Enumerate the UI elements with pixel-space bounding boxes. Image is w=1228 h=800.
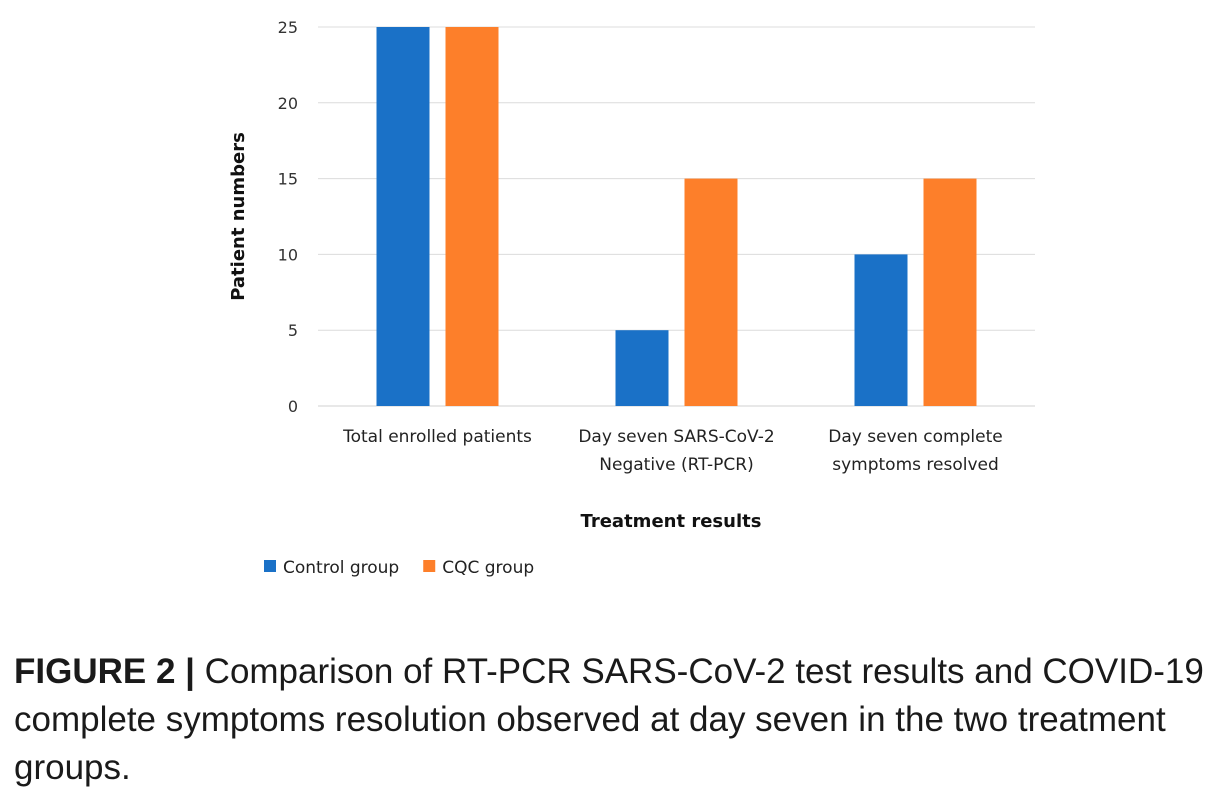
figure-caption: FIGURE 2 | Comparison of RT-PCR SARS-CoV… <box>14 648 1219 792</box>
x-axis-title: Treatment results <box>581 511 762 532</box>
bar-control-group <box>854 254 908 406</box>
y-axis-title: Patient numbers <box>228 132 249 301</box>
bars <box>376 27 977 406</box>
category-label: Day seven complete <box>828 427 1002 447</box>
legend-swatch <box>423 560 436 572</box>
caption-text: Comparison of RT-PCR SARS-CoV-2 test res… <box>14 652 1204 787</box>
y-tick-label: 0 <box>288 397 298 416</box>
y-tick-label: 5 <box>288 321 298 340</box>
y-tick-labels: 0 5 10 15 20 25 <box>278 18 298 416</box>
category-label: Negative (RT-PCR) <box>599 455 753 475</box>
y-tick-label: 20 <box>278 94 298 113</box>
category-label: Total enrolled patients <box>342 427 532 447</box>
y-tick-label: 10 <box>278 245 298 264</box>
bar-control-group <box>615 330 669 406</box>
category-label: symptoms resolved <box>832 455 999 475</box>
category-label: Day seven SARS-CoV-2 <box>578 427 774 447</box>
legend-label: Control group <box>283 558 399 578</box>
bar-chart: 0 5 10 15 20 25 Total enrolled patients Day se… <box>228 18 1035 578</box>
bar-cqc-group <box>684 178 738 406</box>
legend: Control group CQC group <box>264 558 534 578</box>
y-tick-label: 15 <box>278 170 298 189</box>
bar-cqc-group <box>445 27 499 406</box>
legend-swatch <box>264 560 276 572</box>
y-tick-label: 25 <box>278 18 298 37</box>
bar-cqc-group <box>923 178 977 406</box>
figure-label: FIGURE 2 | <box>14 652 195 691</box>
grid-lines <box>318 26 1035 407</box>
bar-control-group <box>376 27 430 406</box>
category-labels: Total enrolled patients Day seven SARS-Co… <box>342 427 1003 475</box>
legend-label: CQC group <box>442 558 534 578</box>
